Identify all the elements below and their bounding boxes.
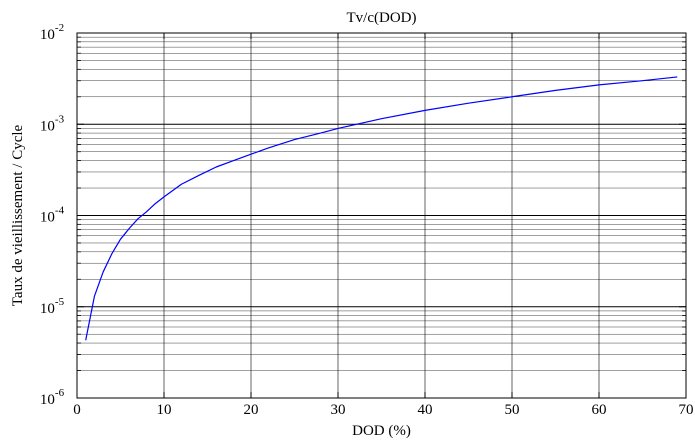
y-tick-label: 10-5 <box>40 296 65 317</box>
chart-title: Tv/c(DOD) <box>347 10 417 26</box>
tick-marks <box>76 32 687 399</box>
y-axis-label: Taux de vieillissement / Cycle <box>10 124 26 306</box>
series-layer <box>85 76 678 341</box>
y-tick-label: 10-6 <box>40 387 65 408</box>
x-tick-labels: 0 10 20 30 40 50 60 70 <box>73 402 693 418</box>
series-line <box>85 76 678 341</box>
x-tick-label: 40 <box>418 402 433 418</box>
y-tick-label: 10-4 <box>40 205 65 226</box>
minor-grid <box>77 36 686 371</box>
y-tick-label: 10-3 <box>40 113 65 134</box>
x-axis-label: DOD (%) <box>352 423 411 439</box>
x-tick-label: 30 <box>331 402 346 418</box>
x-tick-label: 20 <box>244 402 259 418</box>
y-tick-label: 10-2 <box>40 22 64 43</box>
x-tick-label: 70 <box>679 402 694 418</box>
x-tick-label: 0 <box>73 402 81 418</box>
x-tick-label: 60 <box>592 402 607 418</box>
x-tick-label: 10 <box>157 402 172 418</box>
x-tick-label: 50 <box>505 402 520 418</box>
y-tick-labels: 10-6 10-5 10-4 10-3 10-2 <box>40 22 65 408</box>
